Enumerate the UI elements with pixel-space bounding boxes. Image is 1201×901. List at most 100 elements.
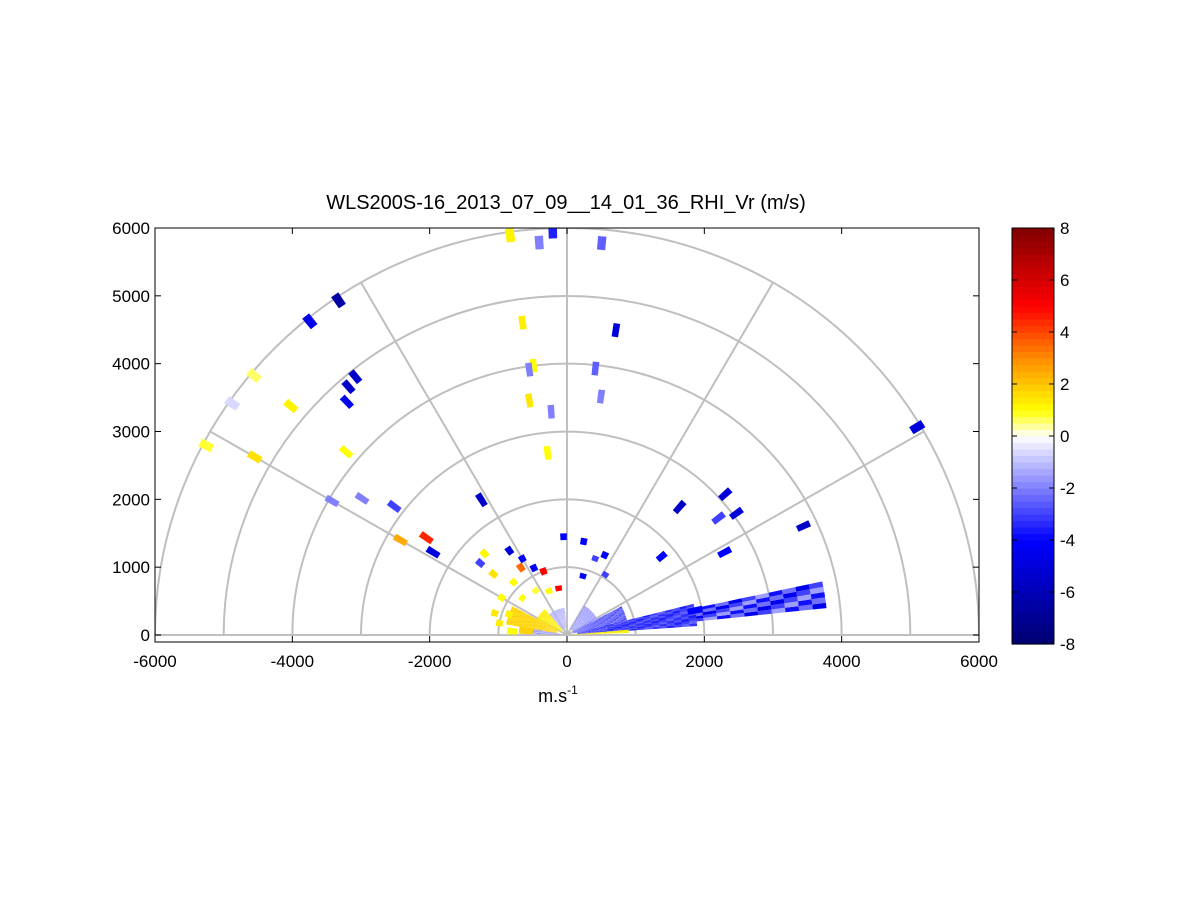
colorbar-cell xyxy=(1012,514,1054,522)
velocity-cell xyxy=(537,616,540,619)
velocity-cell xyxy=(616,620,621,623)
velocity-cell xyxy=(538,618,541,621)
colorbar-cell xyxy=(1012,241,1054,249)
velocity-cell xyxy=(552,633,556,634)
velocity-cell xyxy=(554,610,556,612)
velocity-cell xyxy=(716,611,731,617)
velocity-cell xyxy=(550,630,555,632)
velocity-cell xyxy=(541,620,544,622)
velocity-cell xyxy=(539,623,543,626)
velocity-cell xyxy=(558,610,560,612)
velocity-cell xyxy=(545,615,548,617)
velocity-cell xyxy=(562,618,563,620)
velocity-cell xyxy=(551,629,555,632)
velocity-cell xyxy=(617,612,622,615)
velocity-cell xyxy=(542,631,545,633)
velocity-cell xyxy=(560,621,562,624)
velocity-cell xyxy=(583,629,587,631)
velocity-cell xyxy=(563,627,564,629)
velocity-cell xyxy=(590,611,593,614)
velocity-cell xyxy=(558,621,560,623)
velocity-cell xyxy=(539,616,542,619)
velocity-cell xyxy=(562,619,563,622)
velocity-cell xyxy=(557,627,560,629)
velocity-gate xyxy=(909,420,926,435)
velocity-cell xyxy=(554,630,558,632)
velocity-cell xyxy=(550,620,552,622)
velocity-cell xyxy=(538,626,542,629)
velocity-cell xyxy=(553,617,555,619)
velocity-cell xyxy=(597,632,602,634)
velocity-cell xyxy=(621,621,629,625)
velocity-cell xyxy=(544,630,548,632)
velocity-cell xyxy=(549,624,551,626)
velocity-cell xyxy=(553,614,555,616)
velocity-cell xyxy=(562,619,564,622)
velocity-cell xyxy=(586,619,589,622)
velocity-cell xyxy=(547,615,549,618)
velocity-cell xyxy=(599,623,603,625)
velocity-cell xyxy=(652,626,660,630)
velocity-cell xyxy=(563,626,565,628)
velocity-cell xyxy=(583,619,586,621)
velocity-cell xyxy=(558,628,561,631)
velocity-cell xyxy=(553,615,555,617)
velocity-cell xyxy=(564,609,565,611)
velocity-cell xyxy=(545,615,547,617)
velocity-cell xyxy=(577,622,580,625)
velocity-cell xyxy=(556,623,558,625)
velocity-cell xyxy=(551,628,555,630)
velocity-cell xyxy=(560,629,562,632)
colorbar-cell xyxy=(1012,507,1054,515)
velocity-cell xyxy=(560,609,562,612)
velocity-cell xyxy=(591,621,595,624)
velocity-cell xyxy=(621,631,626,633)
velocity-cell xyxy=(596,624,600,627)
velocity-cell xyxy=(582,620,585,623)
velocity-cell xyxy=(592,617,595,619)
velocity-cell xyxy=(558,618,559,621)
velocity-cell xyxy=(549,616,551,618)
velocity-cell xyxy=(585,609,588,611)
velocity-cell xyxy=(578,623,581,626)
velocity-gate xyxy=(795,520,812,532)
colorbar-tick-label: 8 xyxy=(1060,219,1069,238)
velocity-cell xyxy=(588,614,590,616)
velocity-cell xyxy=(577,630,585,633)
velocity-cell xyxy=(545,612,547,615)
velocity-cell xyxy=(554,616,556,618)
velocity-cell xyxy=(590,613,592,616)
velocity-cell xyxy=(560,620,561,622)
velocity-cell xyxy=(555,615,557,618)
velocity-cell xyxy=(516,620,520,623)
velocity-cell xyxy=(587,615,589,617)
velocity-cell xyxy=(552,623,554,625)
velocity-cell xyxy=(593,615,596,617)
velocity-cell xyxy=(537,629,542,631)
velocity-cell xyxy=(643,620,652,623)
velocity-gate xyxy=(425,545,441,559)
velocity-cell xyxy=(563,618,564,620)
velocity-cell xyxy=(558,620,559,622)
velocity-cell xyxy=(577,620,580,623)
velocity-cell xyxy=(583,624,585,626)
velocity-cell xyxy=(562,615,564,618)
velocity-cell xyxy=(558,613,560,615)
velocity-cell xyxy=(582,620,584,622)
velocity-cell xyxy=(665,616,674,620)
velocity-cell xyxy=(560,626,562,628)
velocity-cell xyxy=(614,625,622,628)
velocity-cell xyxy=(580,629,584,631)
velocity-cell xyxy=(556,612,558,614)
velocity-cell xyxy=(520,617,525,620)
colorbar-cell xyxy=(1012,598,1054,606)
velocity-cell xyxy=(651,618,659,622)
velocity-cell xyxy=(643,616,651,620)
velocity-cell xyxy=(594,616,597,619)
colorbar-cell xyxy=(1012,488,1054,496)
velocity-cell xyxy=(571,629,574,631)
velocity-cell xyxy=(608,616,612,619)
velocity-cell xyxy=(563,626,565,628)
velocity-gate xyxy=(504,609,514,619)
velocity-cell xyxy=(575,628,577,630)
